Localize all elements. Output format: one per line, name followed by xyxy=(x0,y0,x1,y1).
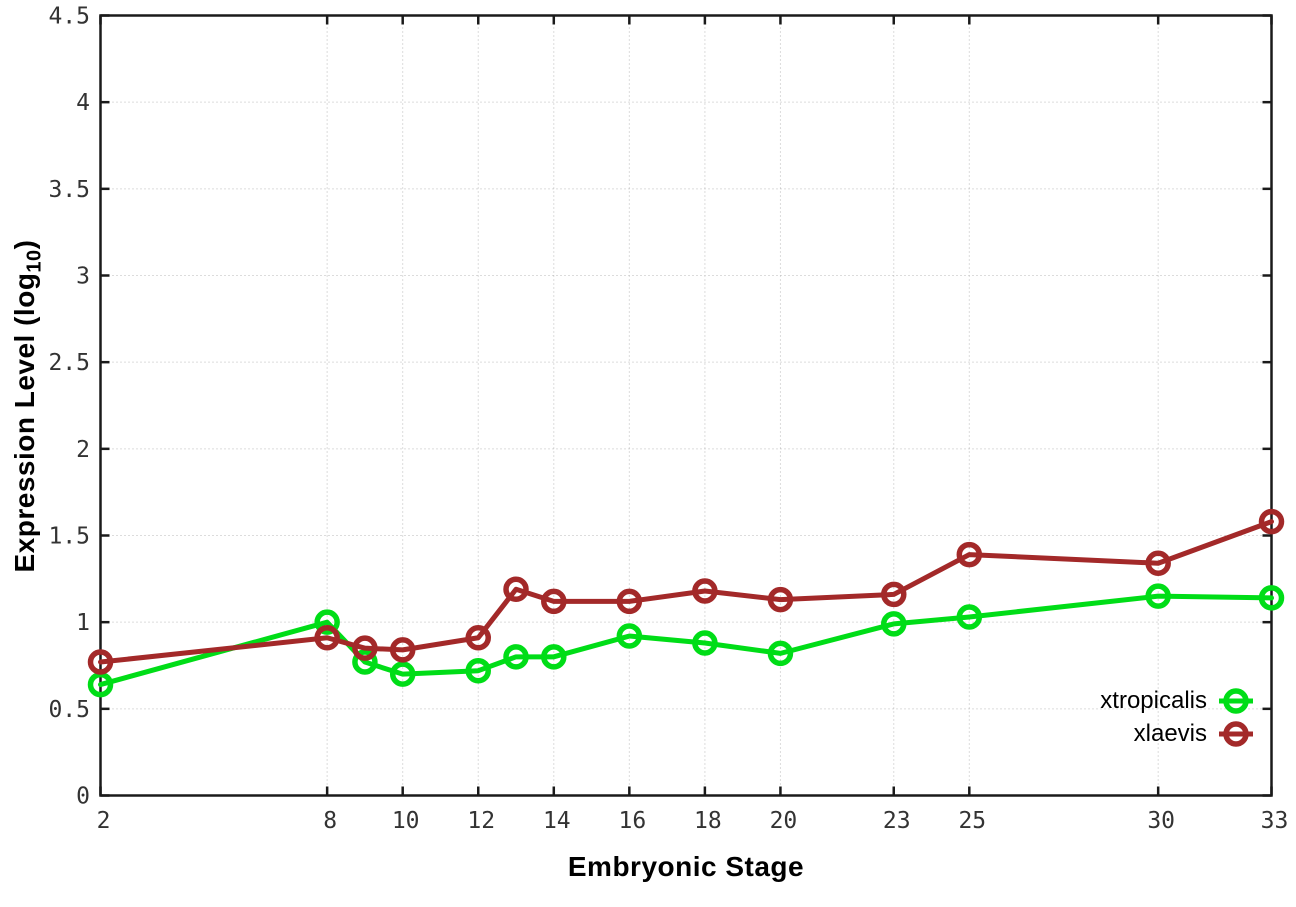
data-point-xlaevis xyxy=(881,581,907,608)
y-tick-label: 0.5 xyxy=(48,697,90,723)
legend-marker-xtropicalis-icon xyxy=(1219,687,1253,714)
x-tick-label: 20 xyxy=(770,808,798,834)
data-point-xtropicalis xyxy=(541,644,567,670)
data-point-xtropicalis xyxy=(314,609,340,635)
x-tick-label: 25 xyxy=(958,808,986,834)
data-point-xlaevis xyxy=(767,586,794,613)
data-point-xtropicalis xyxy=(881,611,907,637)
tick-labels: 0 0.5 1 1.5 2 2.5 3 3.5 4 4.5 2 8 10 12 14 16 18 20 23 25 30… xyxy=(48,4,1288,835)
x-tick-label: 30 xyxy=(1147,808,1175,834)
data-point-xlaevis xyxy=(541,588,567,615)
data-point-xtropicalis xyxy=(352,649,378,675)
data-point-xlaevis xyxy=(465,625,491,651)
legend-entry-xlaevis: xlaevis xyxy=(1100,717,1253,750)
data-point-xtropicalis xyxy=(389,661,416,687)
data-point-xlaevis xyxy=(692,578,718,604)
data-point-xtropicalis xyxy=(692,630,718,656)
series-line-xlaevis xyxy=(98,519,1274,665)
legend-marker-xlaevis-icon xyxy=(1219,720,1253,747)
gridlines xyxy=(100,15,1272,796)
x-tick-label: 14 xyxy=(543,808,571,834)
data-point-xtropicalis xyxy=(956,604,983,630)
data-point-xlaevis xyxy=(503,576,529,602)
y-axis-title-suffix: ) xyxy=(9,239,40,250)
plot-border xyxy=(99,14,1273,797)
y-axis-title: Expression Level (log10) xyxy=(9,106,46,706)
data-point-xtropicalis xyxy=(465,657,491,684)
data-point-xlaevis xyxy=(1145,550,1171,576)
x-tick-label: 18 xyxy=(694,808,722,834)
y-tick-label: 3.5 xyxy=(48,177,90,203)
legend-entry-xtropicalis: xtropicalis xyxy=(1100,684,1253,717)
data-point-xlaevis xyxy=(1258,508,1285,535)
y-tick-label: 0 xyxy=(76,784,90,810)
x-tick-label: 16 xyxy=(618,808,646,834)
x-axis-title: Embryonic Stage xyxy=(567,851,805,882)
y-tick-label: 4 xyxy=(76,90,90,116)
x-tick-label: 33 xyxy=(1261,808,1289,834)
x-tick-label: 8 xyxy=(323,808,337,834)
data-point-xlaevis xyxy=(87,649,114,675)
data-point-xlaevis xyxy=(352,635,378,661)
series-xtropicalis xyxy=(87,583,1285,698)
data-point-xlaevis xyxy=(314,625,340,651)
y-axis-title-text: Expression Level (log xyxy=(9,272,40,573)
data-point-xlaevis xyxy=(389,637,416,663)
legend-label-xlaevis: xlaevis xyxy=(1133,719,1207,747)
y-axis-title-subscript: 10 xyxy=(23,249,46,273)
data-point-xlaevis xyxy=(616,588,643,615)
y-tick-label: 3 xyxy=(76,264,90,290)
y-tick-label: 1 xyxy=(76,610,90,636)
y-tick-label: 2 xyxy=(76,437,90,463)
series-xlaevis xyxy=(87,508,1285,675)
y-tick-label: 4.5 xyxy=(48,4,90,30)
y-tick-label: 2.5 xyxy=(48,350,90,376)
series-line-xtropicalis xyxy=(98,593,1274,688)
x-tick-label: 2 xyxy=(97,808,111,834)
x-tick-label: 10 xyxy=(392,808,420,834)
data-point-xlaevis xyxy=(956,541,983,568)
legend-label-xtropicalis: xtropicalis xyxy=(1100,686,1207,714)
x-tick-label: 12 xyxy=(467,808,495,834)
data-point-xtropicalis xyxy=(767,640,794,667)
y-tick-label: 1.5 xyxy=(48,524,90,550)
tick-marks xyxy=(99,14,1273,797)
legend: xtropicalis xlaevis xyxy=(1100,684,1253,750)
data-point-xtropicalis xyxy=(1258,585,1285,611)
data-point-xtropicalis xyxy=(616,623,643,649)
data-point-xtropicalis xyxy=(503,644,529,670)
data-point-xtropicalis xyxy=(1145,583,1171,609)
x-tick-label: 23 xyxy=(883,808,911,834)
